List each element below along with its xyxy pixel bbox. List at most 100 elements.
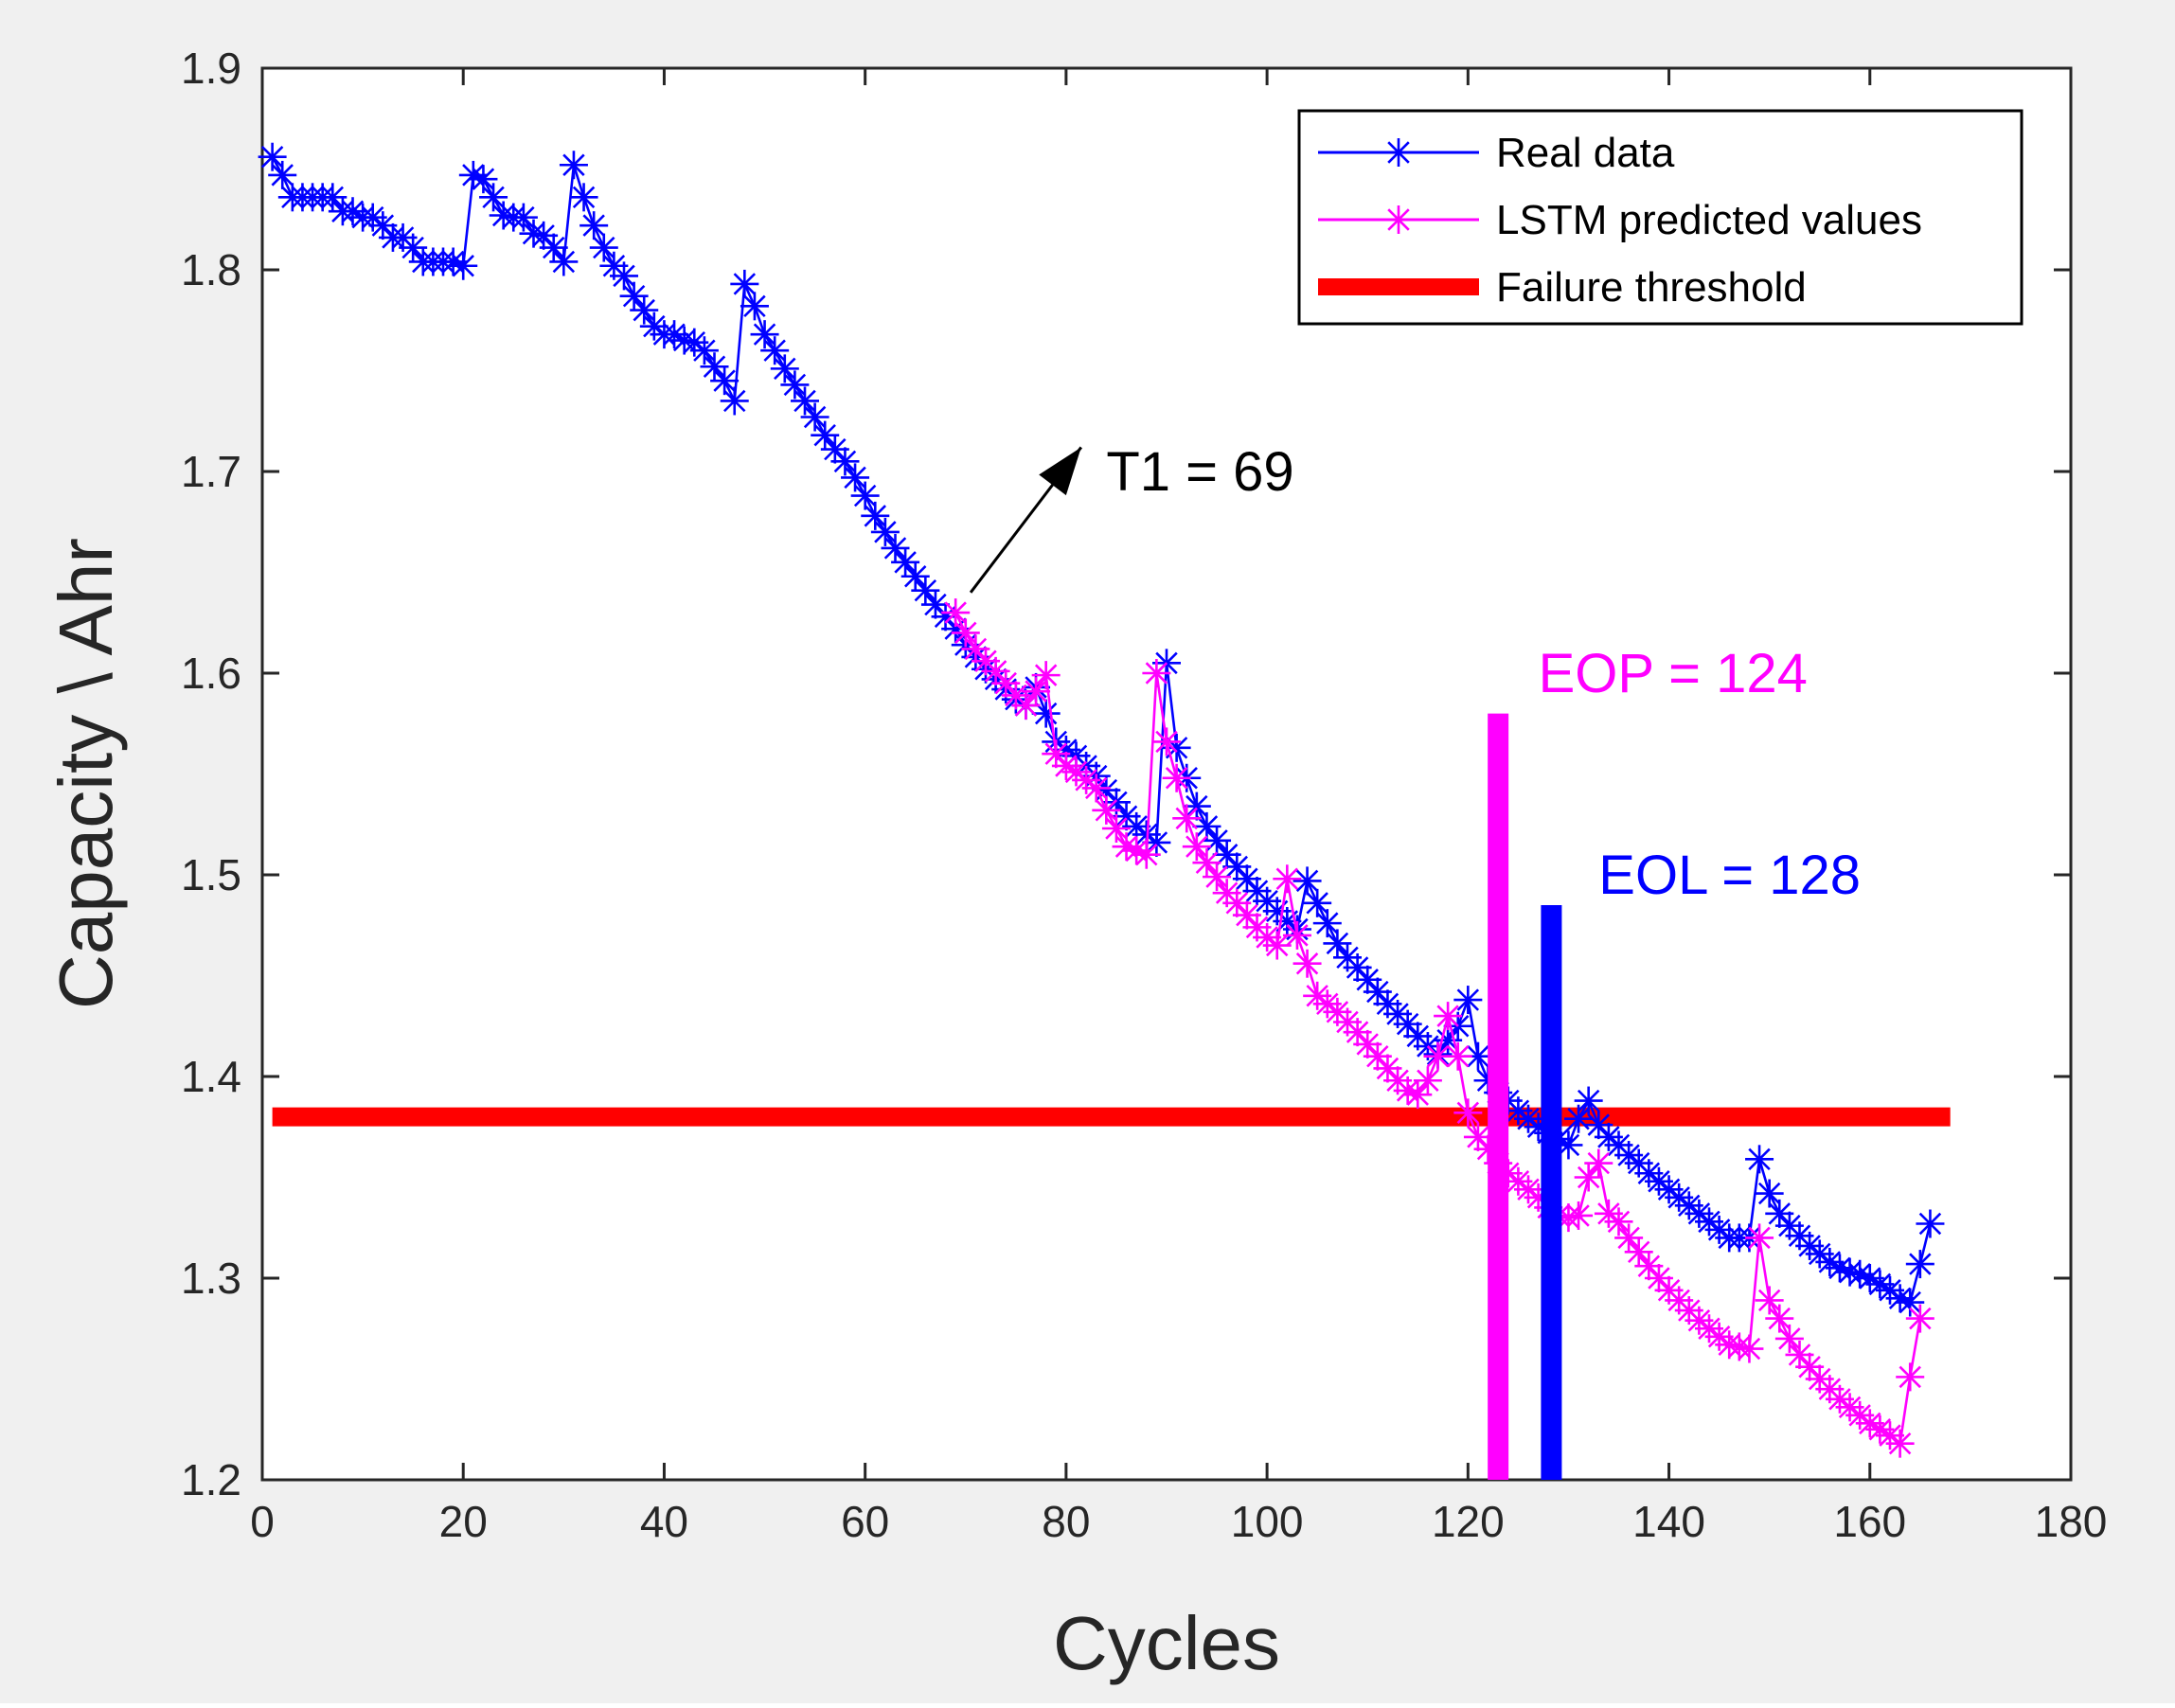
data-point-real-46 <box>710 366 740 396</box>
legend-marker-lstm <box>1384 205 1413 234</box>
data-point-lstm-83 <box>1081 774 1111 803</box>
data-point-lstm-164 <box>1896 1362 1925 1392</box>
data-point-lstm-81 <box>1061 757 1091 787</box>
data-point-real-121 <box>1463 1041 1492 1071</box>
data-point-real-162 <box>1876 1275 1904 1305</box>
y-tick-label: 1.9 <box>181 44 241 93</box>
data-point-real-105 <box>1303 888 1332 917</box>
data-point-real-104 <box>1293 866 1322 896</box>
data-point-real-53 <box>780 370 810 400</box>
data-point-lstm-102 <box>1273 864 1302 894</box>
data-point-lstm-125 <box>1504 1166 1533 1196</box>
data-point-real-33 <box>579 211 609 240</box>
data-point-lstm-148 <box>1735 1334 1764 1363</box>
data-point-lstm-71 <box>961 634 990 664</box>
data-point-real-126 <box>1514 1104 1542 1133</box>
data-point-real-30 <box>549 247 579 276</box>
data-point-lstm-163 <box>1885 1429 1915 1458</box>
data-point-lstm-93 <box>1182 832 1211 862</box>
data-point-lstm-120 <box>1453 1098 1483 1128</box>
data-point-lstm-91 <box>1162 763 1191 792</box>
data-point-lstm-104 <box>1293 949 1322 978</box>
data-point-real-2 <box>268 160 297 189</box>
data-point-lstm-90 <box>1152 727 1181 756</box>
x-axis-title: Cycles <box>1053 1601 1280 1685</box>
data-point-real-50 <box>750 320 779 349</box>
data-point-lstm-88 <box>1132 840 1161 869</box>
data-point-real-48 <box>730 269 759 298</box>
data-point-real-97 <box>1222 852 1252 881</box>
data-point-real-151 <box>1765 1199 1794 1228</box>
legend-marker-lstm-star <box>1384 205 1413 234</box>
data-point-lstm-157 <box>1825 1384 1854 1414</box>
data-point-real-55 <box>800 402 829 432</box>
data-point-real-44 <box>689 336 719 365</box>
data-point-lstm-137 <box>1624 1237 1653 1267</box>
data-point-real-96 <box>1212 840 1241 869</box>
data-point-real-54 <box>791 386 819 416</box>
data-point-lstm-76 <box>1011 691 1041 721</box>
data-point-lstm-78 <box>1031 661 1061 690</box>
y-tick-label: 1.7 <box>181 447 241 496</box>
y-tick-label: 1.5 <box>181 850 241 899</box>
data-point-real-26 <box>508 203 538 232</box>
data-point-real-58 <box>830 447 860 476</box>
data-point-real-39 <box>639 311 669 341</box>
data-point-lstm-151 <box>1765 1304 1794 1333</box>
t1-arrow-head <box>1039 447 1081 496</box>
t1-annotation-label: T1 = 69 <box>1106 441 1293 503</box>
data-point-real-114 <box>1393 1009 1422 1039</box>
data-point-real-36 <box>610 261 638 291</box>
y-axis-title: Capacity \ Ahr <box>44 538 128 1009</box>
data-point-real-166 <box>1916 1209 1945 1238</box>
legend: Real data LSTM predicted values Failure … <box>1297 109 2023 326</box>
legend-label-lstm: LSTM predicted values <box>1496 197 1922 243</box>
x-tick-label: 120 <box>1432 1497 1505 1546</box>
data-point-lstm-149 <box>1745 1223 1774 1253</box>
data-point-lstm-103 <box>1282 920 1311 950</box>
x-tick-label: 0 <box>250 1497 275 1546</box>
legend-marker-real-star <box>1384 138 1413 167</box>
data-point-lstm-159 <box>1845 1400 1875 1430</box>
data-point-lstm-131 <box>1564 1201 1594 1230</box>
x-tick-label: 80 <box>1042 1497 1090 1546</box>
eol-annotation-label: EOL = 128 <box>1598 845 1861 906</box>
data-point-lstm-152 <box>1774 1324 1804 1353</box>
data-point-lstm-154 <box>1795 1352 1825 1381</box>
data-point-real-52 <box>770 354 799 383</box>
data-point-lstm-92 <box>1172 804 1202 833</box>
y-tick-label: 1.4 <box>181 1052 241 1101</box>
data-point-lstm-116 <box>1413 1066 1442 1095</box>
data-point-real-120 <box>1453 986 1483 1015</box>
data-point-real-132 <box>1574 1086 1603 1115</box>
y-tick-label: 1.6 <box>181 649 241 698</box>
data-point-lstm-165 <box>1905 1304 1934 1333</box>
data-point-real-47 <box>720 386 749 416</box>
data-point-lstm-158 <box>1835 1393 1864 1422</box>
data-point-lstm-89 <box>1142 659 1171 687</box>
x-tick-label: 100 <box>1231 1497 1304 1546</box>
x-tick-label: 160 <box>1833 1497 1906 1546</box>
data-point-lstm-84 <box>1092 795 1121 825</box>
data-point-lstm-143 <box>1685 1306 1714 1335</box>
data-point-lstm-133 <box>1584 1148 1613 1178</box>
data-point-real-149 <box>1745 1145 1774 1174</box>
legend-label-threshold: Failure threshold <box>1496 264 1807 311</box>
data-point-lstm-77 <box>1022 677 1051 706</box>
data-point-lstm-101 <box>1262 931 1292 960</box>
data-point-lstm-136 <box>1614 1223 1644 1253</box>
data-point-real-32 <box>569 183 598 212</box>
x-tick-label: 40 <box>640 1497 688 1546</box>
data-point-real-31 <box>559 151 588 180</box>
data-point-lstm-109 <box>1343 1018 1372 1047</box>
data-point-real-65 <box>900 561 930 591</box>
x-tick-label: 20 <box>439 1497 488 1546</box>
data-point-real-106 <box>1312 909 1342 938</box>
data-point-lstm-121 <box>1463 1122 1492 1151</box>
data-point-real-38 <box>630 295 659 325</box>
data-point-real-20 <box>449 251 478 280</box>
data-point-real-165 <box>1905 1250 1934 1279</box>
x-tick-label: 60 <box>841 1497 889 1546</box>
eop-annotation-label: EOP = 124 <box>1539 643 1808 704</box>
